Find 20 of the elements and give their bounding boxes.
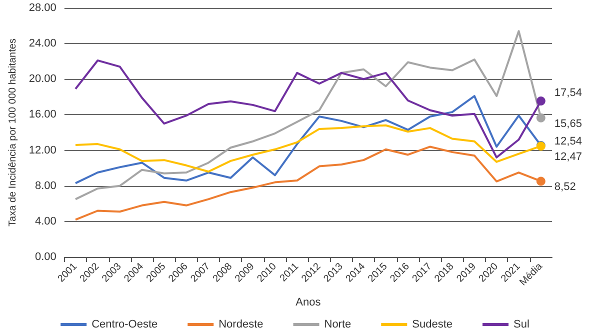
y-tick-label: 4.00 xyxy=(35,215,56,228)
y-tick-label: 0.00 xyxy=(35,251,56,263)
y-axis-title: Taxa de Incidência por 100 000 habitantes xyxy=(8,38,18,226)
y-tick-label: 28.00 xyxy=(28,2,56,14)
legend-label: Nordeste xyxy=(218,318,264,330)
y-tick-label: 8.00 xyxy=(35,180,56,192)
y-tick-label: 16.00 xyxy=(28,108,56,121)
legend-label: Sudeste xyxy=(412,318,453,330)
legend-label: Sul xyxy=(514,318,530,330)
y-tick-label: 20.00 xyxy=(28,73,56,86)
y-tick-label: 12.00 xyxy=(28,144,56,156)
data-label: 12,47 xyxy=(554,151,582,164)
y-tick-label: 24.00 xyxy=(28,38,56,50)
data-label: 15,65 xyxy=(554,118,582,130)
data-label: 12,54 xyxy=(554,135,582,148)
x-axis-title: Anos xyxy=(296,296,322,308)
data-label: 17,54 xyxy=(554,87,582,100)
data-label: 8,52 xyxy=(554,181,576,194)
legend-label: Norte xyxy=(324,318,352,330)
legend-label: Centro-Oeste xyxy=(92,318,158,330)
